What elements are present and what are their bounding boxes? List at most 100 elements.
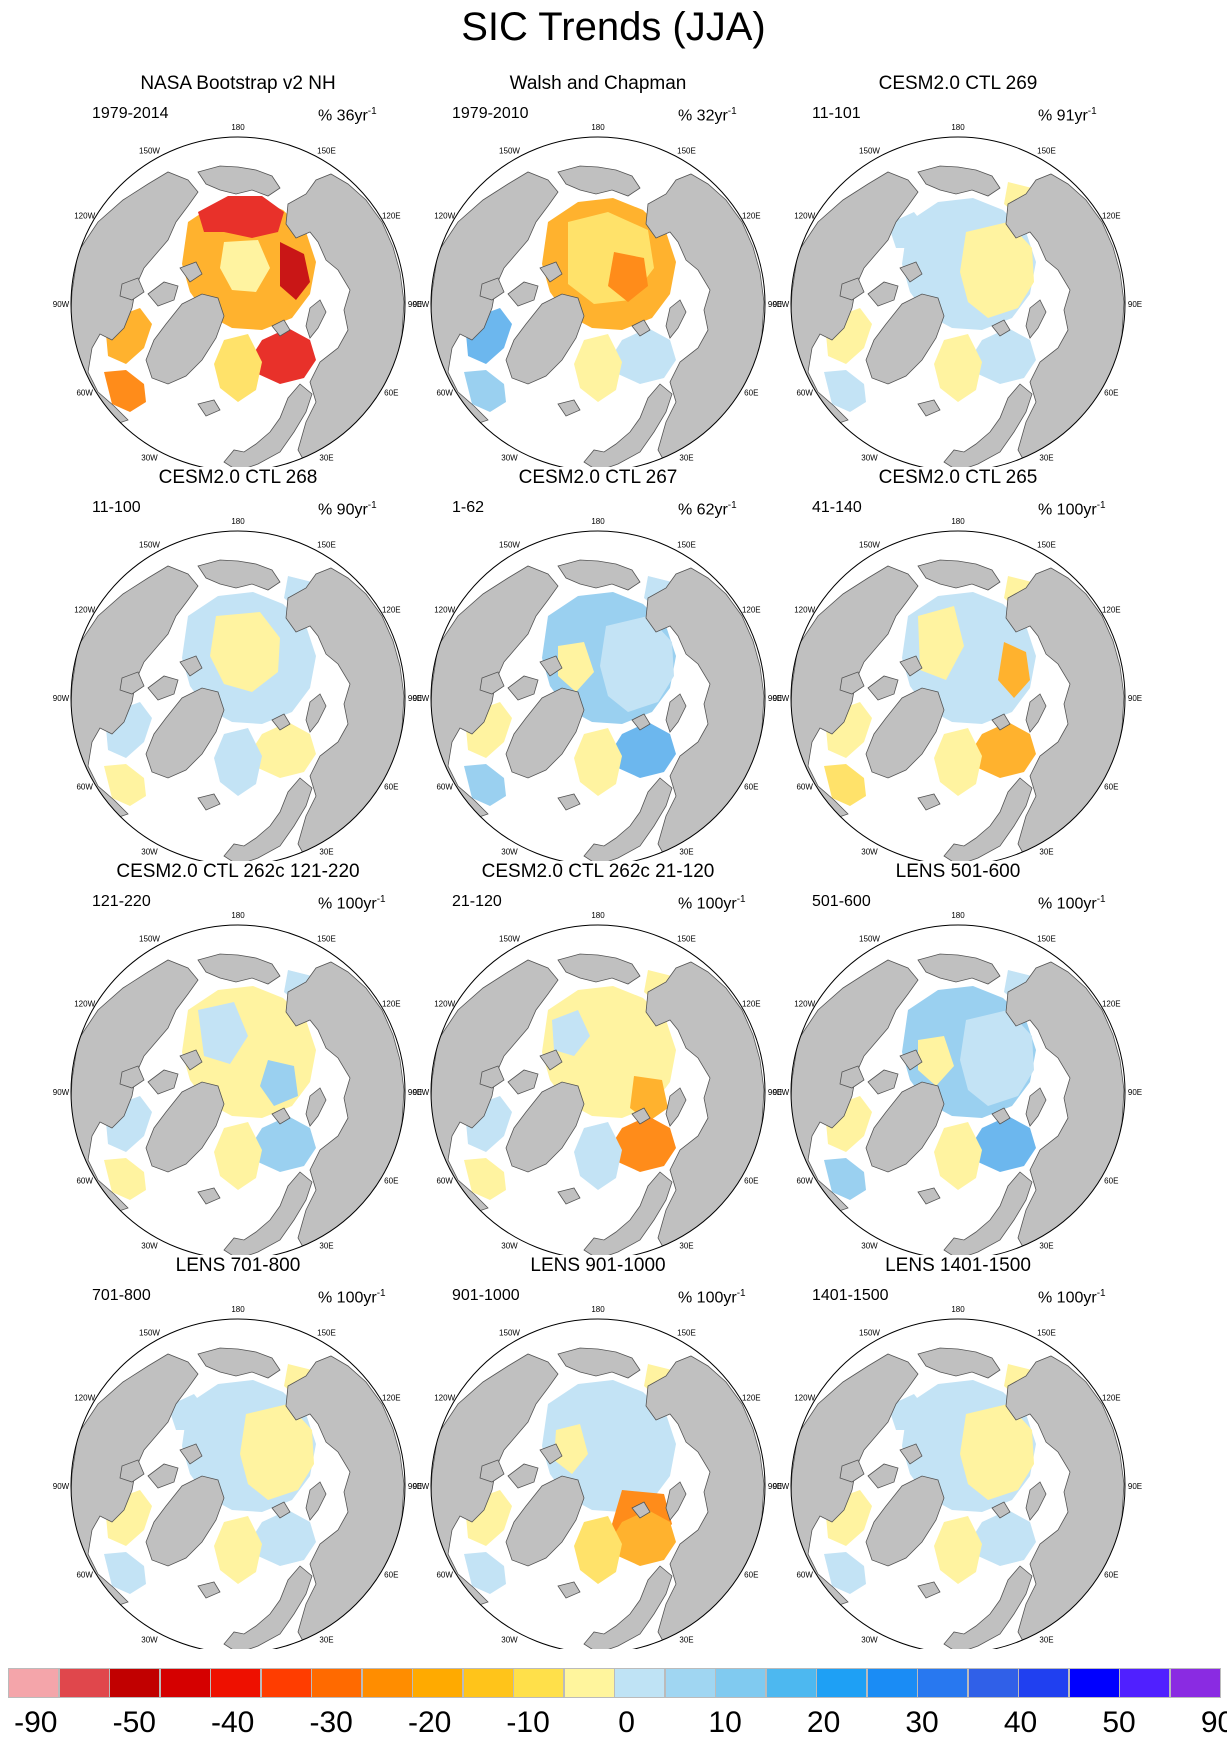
longitude-label: 60W [436, 1571, 453, 1580]
longitude-label: 120W [794, 1394, 815, 1403]
colorbar-swatch [463, 1668, 514, 1698]
longitude-label: 180 [951, 123, 965, 132]
longitude-label: 150W [139, 147, 160, 156]
longitude-label: 120W [74, 1000, 95, 1009]
longitude-label: 60E [744, 1571, 758, 1580]
longitude-label: 90E [1128, 1482, 1142, 1491]
colorbar-swatch [614, 1668, 665, 1698]
longitude-label: 120E [1102, 1000, 1121, 1009]
polar-map: 180150E120E90E60E30E030W60W90W120W150W [768, 860, 1148, 1255]
colorbar-swatch [59, 1668, 110, 1698]
longitude-label: 180 [591, 517, 605, 526]
longitude-label: 90W [53, 694, 70, 703]
longitude-label: 180 [591, 1305, 605, 1314]
longitude-label: 180 [231, 123, 245, 132]
longitude-label: 90W [773, 300, 790, 309]
longitude-label: 120E [382, 212, 401, 221]
colorbar-swatch [816, 1668, 867, 1698]
colorbar-swatch [665, 1668, 716, 1698]
longitude-label: 30W [141, 1241, 158, 1250]
longitude-label: 90W [413, 1482, 430, 1491]
longitude-label: 90E [1128, 1088, 1142, 1097]
longitude-label: 120E [742, 212, 761, 221]
longitude-label: 30W [141, 847, 158, 856]
longitude-label: 150E [1037, 1329, 1056, 1338]
longitude-label: 150E [317, 1329, 336, 1338]
colorbar-label: 10 [685, 1707, 765, 1739]
colorbar-swatch [1119, 1668, 1170, 1698]
longitude-label: 60W [436, 1177, 453, 1186]
longitude-label: 120W [434, 1000, 455, 1009]
longitude-label: 60E [384, 1177, 398, 1186]
longitude-label: 150E [1037, 935, 1056, 944]
longitude-label: 120E [382, 1394, 401, 1403]
longitude-label: 90W [773, 694, 790, 703]
longitude-label: 150E [317, 147, 336, 156]
longitude-label: 60W [796, 389, 813, 398]
longitude-label: 90W [773, 1088, 790, 1097]
longitude-label: 180 [231, 517, 245, 526]
polar-map: 180150E120E90E60E30E030W60W90W120W150W [768, 72, 1148, 467]
longitude-label: 150E [677, 935, 696, 944]
longitude-label: 120E [742, 606, 761, 615]
longitude-label: 90W [413, 300, 430, 309]
longitude-label: 150W [859, 935, 880, 944]
colorbar-swatch [867, 1668, 918, 1698]
longitude-label: 30E [1039, 1635, 1053, 1644]
colorbar-swatch [917, 1668, 968, 1698]
colorbar-swatch [1069, 1668, 1120, 1698]
colorbar-swatch [8, 1668, 59, 1698]
longitude-label: 180 [951, 911, 965, 920]
longitude-label: 60W [436, 783, 453, 792]
longitude-label: 150E [317, 541, 336, 550]
longitude-label: 30W [501, 847, 518, 856]
longitude-label: 150W [859, 1329, 880, 1338]
longitude-label: 180 [951, 1305, 965, 1314]
longitude-label: 150W [139, 1329, 160, 1338]
longitude-label: 60E [744, 1177, 758, 1186]
longitude-label: 30E [319, 847, 333, 856]
longitude-label: 30W [141, 1635, 158, 1644]
longitude-label: 30W [861, 847, 878, 856]
colorbar-swatch [968, 1668, 1019, 1698]
longitude-label: 30W [501, 453, 518, 462]
longitude-label: 120E [382, 606, 401, 615]
longitude-label: 30W [501, 1635, 518, 1644]
longitude-label: 150W [139, 541, 160, 550]
longitude-label: 90W [413, 1088, 430, 1097]
colorbar-swatch [715, 1668, 766, 1698]
longitude-label: 60W [76, 389, 93, 398]
colorbar-label: -50 [94, 1707, 174, 1739]
longitude-label: 30E [1039, 1241, 1053, 1250]
polar-map: 180150E120E90E60E30E030W60W90W120W150W [408, 860, 788, 1255]
longitude-label: 120E [742, 1394, 761, 1403]
longitude-label: 150W [499, 147, 520, 156]
longitude-label: 180 [231, 911, 245, 920]
longitude-label: 180 [591, 123, 605, 132]
longitude-label: 120E [1102, 606, 1121, 615]
colorbar-swatch [261, 1668, 312, 1698]
colorbar-swatch [1018, 1668, 1069, 1698]
longitude-label: 120W [794, 1000, 815, 1009]
longitude-label: 60E [1104, 1571, 1118, 1580]
longitude-label: 60W [796, 1177, 813, 1186]
colorbar-label: 0 [587, 1707, 667, 1739]
longitude-label: 150E [1037, 541, 1056, 550]
longitude-label: 60W [76, 783, 93, 792]
longitude-label: 60W [436, 389, 453, 398]
longitude-label: 120W [434, 606, 455, 615]
colorbar-swatch [109, 1668, 160, 1698]
longitude-label: 180 [591, 911, 605, 920]
longitude-label: 30E [679, 1635, 693, 1644]
longitude-label: 60E [384, 1571, 398, 1580]
longitude-label: 60E [744, 783, 758, 792]
longitude-label: 90W [53, 1482, 70, 1491]
longitude-label: 30E [679, 453, 693, 462]
polar-map: 180150E120E90E60E30E030W60W90W120W150W [408, 1254, 788, 1649]
longitude-label: 60E [1104, 1177, 1118, 1186]
